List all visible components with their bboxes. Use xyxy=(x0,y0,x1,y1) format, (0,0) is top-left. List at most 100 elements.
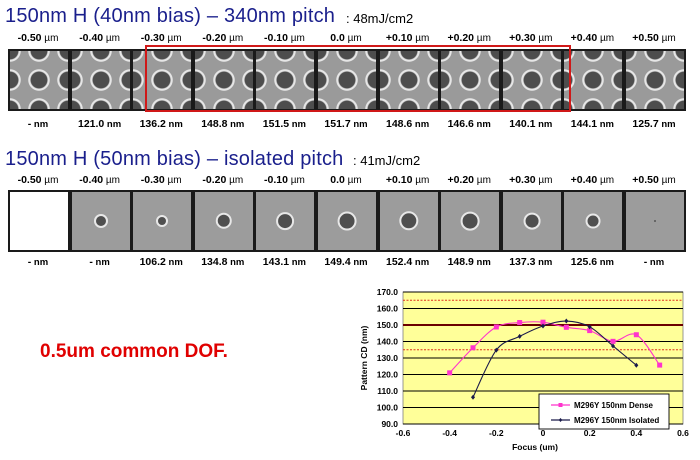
focus-value: -0.20 xyxy=(202,32,227,44)
focus-unit: µm xyxy=(344,175,362,186)
data-point-square xyxy=(610,338,616,344)
cd-unit: nm xyxy=(165,257,183,268)
data-point-diamond xyxy=(634,362,639,368)
focus-value: -0.40 xyxy=(79,32,104,44)
contact-hole xyxy=(398,211,419,231)
sem-image-tile xyxy=(377,49,440,111)
focus-unit: µm xyxy=(226,175,244,186)
cd-number: 149.4 xyxy=(324,256,351,268)
cd-number: 151.7 xyxy=(324,118,351,130)
focus-label: +0.40 µm xyxy=(561,32,623,44)
cd-unit: nm xyxy=(289,257,306,268)
cd-unit: nm xyxy=(289,119,306,130)
data-point-square xyxy=(447,370,453,376)
sem-image-tile xyxy=(69,190,132,252)
focus-unit: µm xyxy=(535,33,553,44)
focus-label: +0.50 µm xyxy=(623,174,685,186)
sem-image-tile xyxy=(8,190,70,252)
data-point-square xyxy=(517,320,523,326)
data-point-diamond xyxy=(587,324,592,330)
focus-unit: µm xyxy=(535,175,553,186)
cd-unit: nm xyxy=(350,119,368,130)
focus-label: -0.40 µm xyxy=(69,32,131,44)
focus-value: +0.40 xyxy=(570,174,598,186)
cd-value: 136.2 nm xyxy=(130,118,192,130)
contact-hole xyxy=(523,212,541,230)
cd-number: 148.8 xyxy=(201,118,228,130)
focus-label: +0.20 µm xyxy=(438,32,500,44)
data-point-square xyxy=(540,319,546,325)
cd-number: 151.5 xyxy=(262,118,290,130)
sem-image-tile xyxy=(316,190,378,252)
cd-number: 106.2 xyxy=(139,256,166,268)
contact-hole xyxy=(276,212,295,230)
data-point-square xyxy=(657,362,663,368)
focus-label: +0.50 µm xyxy=(623,32,685,44)
focus-unit: µm xyxy=(474,175,491,186)
dense-process-window-highlight xyxy=(145,45,571,112)
data-point-diamond xyxy=(611,343,615,349)
data-point-diamond xyxy=(541,323,545,329)
x-tick-label: -0.2 xyxy=(489,428,504,438)
cd-value: 148.9 nm xyxy=(438,256,500,268)
focus-unit: µm xyxy=(41,175,59,186)
focus-unit: µm xyxy=(658,175,676,186)
cd-value: 137.3 nm xyxy=(500,256,562,268)
sem-image-tile xyxy=(131,190,194,252)
focus-label: +0.30 µm xyxy=(500,174,562,186)
focus-value: -0.30 xyxy=(140,32,165,44)
contact-hole xyxy=(585,213,601,229)
cd-number: 148.9 xyxy=(447,256,474,268)
legend-box xyxy=(538,393,670,430)
focus-label: +0.10 µm xyxy=(377,174,439,186)
sem-image-tile xyxy=(316,49,378,111)
legend-label: M296Y 150nm Dense xyxy=(574,401,654,410)
cd-value: 146.6 nm xyxy=(438,118,500,130)
sem-image-tile xyxy=(377,190,440,252)
focus-label: +0.30 µm xyxy=(500,32,562,44)
contact-hole xyxy=(156,215,169,227)
y-tick-label: 160.0 xyxy=(377,304,399,314)
cd-value: 151.5 nm xyxy=(253,118,315,130)
cd-unit: nm xyxy=(31,257,49,268)
y-tick-label: 120.0 xyxy=(377,370,399,380)
focus-label: -0.50 µm xyxy=(7,174,69,186)
focus-unit: µm xyxy=(344,33,362,44)
sem-image-tile xyxy=(131,49,194,111)
dense-dose-label: : 48mJ/cm2 xyxy=(346,11,414,26)
cd-unit: nm xyxy=(535,119,553,130)
conclusion-text: 0.5um common DOF. xyxy=(40,341,228,362)
cd-value: 152.4 nm xyxy=(377,256,439,268)
focus-label: +0.10 µm xyxy=(377,32,439,44)
sem-image-tile xyxy=(624,49,686,111)
data-point-diamond xyxy=(517,333,522,339)
focus-label: +0.20 µm xyxy=(438,174,500,186)
cd-number: 125.6 xyxy=(570,256,598,268)
cd-unit: nm xyxy=(473,257,491,268)
focus-value: -0.50 xyxy=(17,174,42,186)
legend-label: M296Y 150nm Isolated xyxy=(574,416,659,425)
cd-unit: nm xyxy=(597,119,614,130)
sem-image-tile xyxy=(562,190,625,252)
focus-label: 0.0 µm xyxy=(315,32,377,44)
series-line-dense xyxy=(449,321,661,374)
data-point-square xyxy=(563,324,569,330)
data-point-diamond xyxy=(564,318,569,324)
focus-unit: µm xyxy=(412,175,430,186)
cd-unit: nm xyxy=(31,119,49,130)
dense-section-title: 150nm H (40nm bias) – 340nm pitch xyxy=(5,5,336,27)
focus-label: -0.50 µm xyxy=(7,32,69,44)
focus-value: 0.0 xyxy=(330,32,345,44)
cd-unit: nm xyxy=(165,119,183,130)
focus-label: -0.30 µm xyxy=(130,174,192,186)
cd-unit: nm xyxy=(104,119,122,130)
cd-value: 143.1 nm xyxy=(253,256,315,268)
cd-value: 140.1 nm xyxy=(500,118,562,130)
cd-number: 121.0 xyxy=(78,118,105,130)
focus-unit: µm xyxy=(474,33,491,44)
contact-hole xyxy=(654,220,656,222)
cd-number: 148.6 xyxy=(386,118,413,130)
cd-unit: nm xyxy=(473,119,491,130)
cd-unit: nm xyxy=(658,119,676,130)
cd-number: 134.8 xyxy=(201,256,228,268)
